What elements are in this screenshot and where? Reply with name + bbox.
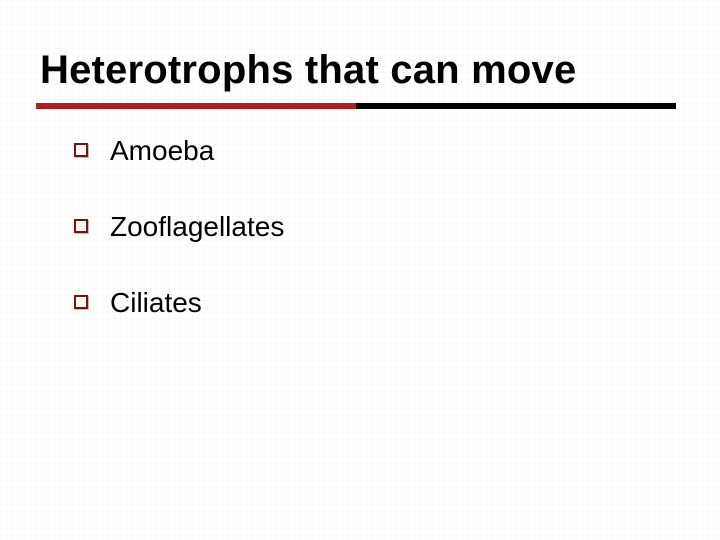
list-item: Zooflagellates <box>74 211 684 243</box>
square-bullet-icon <box>74 219 88 233</box>
list-item-label: Amoeba <box>110 135 214 167</box>
square-bullet-icon <box>74 295 88 309</box>
list-item-label: Zooflagellates <box>110 211 284 243</box>
bullet-list: Amoeba Zooflagellates Ciliates <box>74 135 684 319</box>
slide-title: Heterotrophs that can move <box>40 48 684 93</box>
list-item: Amoeba <box>74 135 684 167</box>
list-item-label: Ciliates <box>110 287 202 319</box>
slide: Heterotrophs that can move Amoeba Zoofla… <box>0 0 720 540</box>
square-bullet-icon <box>74 143 88 157</box>
title-underline <box>36 103 676 109</box>
list-item: Ciliates <box>74 287 684 319</box>
underline-accent <box>36 103 356 109</box>
